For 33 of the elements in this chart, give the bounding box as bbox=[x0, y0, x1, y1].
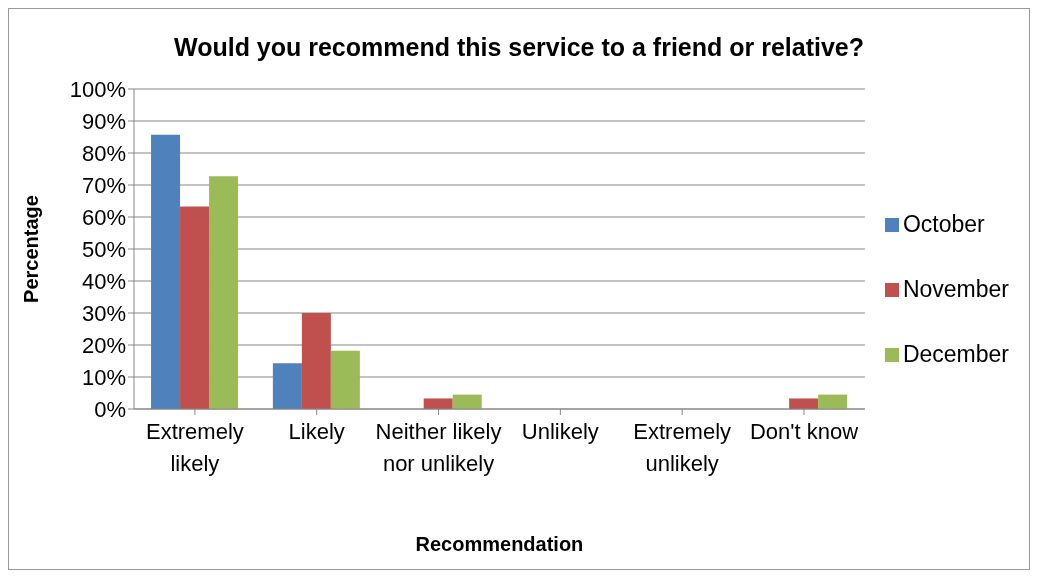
y-axis-title: Percentage bbox=[20, 195, 43, 303]
bar bbox=[789, 398, 819, 409]
bar bbox=[180, 206, 210, 409]
legend-label: November bbox=[902, 275, 1009, 302]
x-tick-label: Likely bbox=[288, 418, 345, 444]
x-tick-label: Unlikely bbox=[521, 418, 599, 444]
x-tick-label: Extremely likely bbox=[146, 418, 244, 476]
bar bbox=[301, 313, 331, 409]
y-tick-label: 70% bbox=[81, 172, 126, 198]
y-tick-label: 50% bbox=[81, 236, 126, 262]
bar bbox=[818, 394, 848, 409]
bar bbox=[151, 134, 181, 409]
x-tick-label: Neither likely nor unlikely bbox=[375, 418, 502, 476]
y-tick-label: 80% bbox=[81, 140, 126, 166]
y-tick-label: 30% bbox=[81, 300, 126, 326]
bar bbox=[272, 363, 302, 409]
y-tick-label: 100% bbox=[69, 76, 126, 102]
y-tick-label: 10% bbox=[81, 364, 126, 390]
bar bbox=[209, 176, 239, 409]
y-tick-label: 0% bbox=[94, 396, 126, 422]
bar bbox=[452, 394, 482, 409]
y-tick-label: 60% bbox=[81, 204, 126, 230]
chart-title: Would you recommend this service to a friend or relative? bbox=[173, 33, 865, 62]
x-tick-label: Extremely unlikely bbox=[633, 418, 732, 476]
y-tick-label: 20% bbox=[81, 332, 126, 358]
x-axis-title: Recommendation bbox=[415, 533, 584, 555]
bar bbox=[423, 398, 453, 409]
x-tick-label: Don't know bbox=[749, 418, 859, 444]
y-tick-label: 90% bbox=[81, 108, 126, 134]
legend-label: December bbox=[902, 340, 1009, 367]
bar bbox=[330, 350, 360, 409]
y-tick-label: 40% bbox=[81, 268, 126, 294]
legend-label: October bbox=[902, 210, 985, 237]
